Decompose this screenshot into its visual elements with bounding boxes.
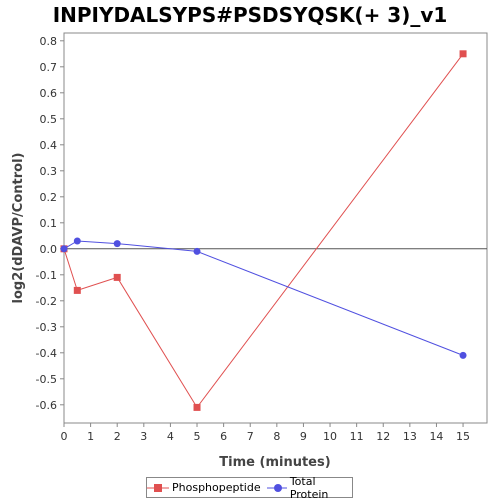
y-tick-label: -0.4 bbox=[36, 347, 57, 360]
x-tick-label: 9 bbox=[300, 430, 307, 443]
x-tick-label: 1 bbox=[87, 430, 94, 443]
data-point-phosphopeptide bbox=[459, 50, 467, 58]
data-point-phosphopeptide bbox=[113, 273, 121, 281]
x-tick-label: 3 bbox=[140, 430, 147, 443]
y-tick-label: 0.3 bbox=[40, 165, 58, 178]
x-tick-label: 10 bbox=[323, 430, 337, 443]
y-tick-label: -0.2 bbox=[36, 295, 57, 308]
y-tick-label: -0.1 bbox=[36, 269, 57, 282]
plot-area bbox=[63, 32, 488, 424]
x-tick-label: 8 bbox=[273, 430, 280, 443]
data-point-phosphopeptide bbox=[73, 286, 81, 294]
x-tick-label: 15 bbox=[456, 430, 470, 443]
y-tick-label: 0.2 bbox=[40, 191, 58, 204]
legend-item-phosphopeptide: Phosphopeptide bbox=[147, 481, 261, 494]
circle-marker-icon bbox=[266, 483, 287, 492]
x-tick-label: 4 bbox=[167, 430, 174, 443]
data-point-total-protein bbox=[113, 240, 121, 248]
y-tick-label: 0.1 bbox=[40, 217, 58, 230]
y-tick-label: 0.7 bbox=[40, 61, 58, 74]
y-tick-label: -0.6 bbox=[36, 399, 57, 412]
x-tick-label: 2 bbox=[114, 430, 121, 443]
y-tick-label: 0.8 bbox=[40, 35, 58, 48]
y-tick-label: 0.6 bbox=[40, 87, 58, 100]
y-tick-label: 0.4 bbox=[40, 139, 58, 152]
legend-item-total-protein: Total Protein bbox=[266, 474, 352, 501]
legend-label-phosphopeptide: Phosphopeptide bbox=[172, 481, 261, 494]
legend: Phosphopeptide Total Protein bbox=[146, 474, 353, 501]
x-axis-label: Time (minutes) bbox=[219, 455, 330, 470]
y-tick-label: 0.0 bbox=[40, 243, 58, 256]
chart-title: INPIYDALSYPS#PSDSYQSK(+ 3)_v1 bbox=[52, 3, 448, 27]
y-tick-label: -0.5 bbox=[36, 373, 57, 386]
x-tick-label: 5 bbox=[194, 430, 201, 443]
x-tick-label: 11 bbox=[350, 430, 364, 443]
data-point-phosphopeptide bbox=[193, 403, 201, 411]
data-point-total-protein bbox=[459, 351, 467, 359]
x-tick-label: 14 bbox=[429, 430, 443, 443]
data-point-total-protein bbox=[73, 237, 81, 245]
x-tick-label: 12 bbox=[376, 430, 390, 443]
x-tick-label: 7 bbox=[247, 430, 254, 443]
y-axis-label: log2(dDAVP/Control) bbox=[11, 153, 26, 304]
data-point-total-protein bbox=[193, 247, 201, 255]
x-tick-label: 6 bbox=[220, 430, 227, 443]
square-marker-icon bbox=[147, 483, 169, 492]
legend-label-total-protein: Total Protein bbox=[289, 474, 329, 501]
y-tick-label: 0.5 bbox=[40, 113, 58, 126]
x-tick-label: 13 bbox=[403, 430, 417, 443]
chart-marks: 0.8 0.7 0.6 0.5 0.4 0.3 0.2 0.1 0.0 -0.1 -0.2 -0.3 -… bbox=[36, 35, 487, 443]
x-tick-label: 0 bbox=[61, 430, 68, 443]
data-point-total-protein bbox=[60, 245, 68, 253]
y-tick-label: -0.3 bbox=[36, 321, 57, 334]
